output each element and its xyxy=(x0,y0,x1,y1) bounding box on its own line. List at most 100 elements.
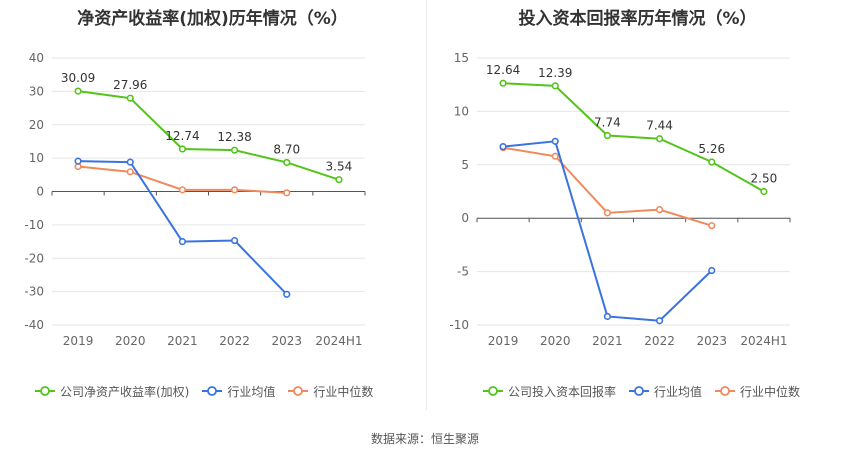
y-tick-label: -10 xyxy=(24,218,44,232)
x-tick-label: 2022 xyxy=(219,334,250,348)
legend-line-circle-icon xyxy=(35,386,55,396)
data-label: 7.44 xyxy=(646,119,673,133)
y-tick-label: 40 xyxy=(29,51,44,65)
y-tick-label: -40 xyxy=(24,318,44,332)
legend-label: 公司净资产收益率(加权) xyxy=(60,384,190,399)
data-point-avg[interactable] xyxy=(230,236,239,245)
legend-label: 公司投入资本回报率 xyxy=(508,384,617,399)
data-point-avg[interactable] xyxy=(708,266,716,275)
data-point-avg[interactable] xyxy=(283,290,291,298)
series-line-company xyxy=(77,90,340,181)
legend-label: 行业均值 xyxy=(227,384,276,399)
roe-line-chart: 40 30 20 10 0 -10 -20 -30 -40 2019 2020 2021 2022 202… xyxy=(24,51,366,348)
legend-line-circle-icon xyxy=(483,386,503,396)
data-point-avg[interactable] xyxy=(126,158,134,166)
data-label: 30.09 xyxy=(61,71,95,85)
legend-label: 行业中位数 xyxy=(740,384,801,399)
y-tick-label: 5 xyxy=(461,158,469,172)
data-point-avg[interactable] xyxy=(655,317,664,325)
legend-line-circle-icon xyxy=(288,386,309,396)
legend-line-circle-icon xyxy=(629,386,650,396)
x-tick-label: 2024H1 xyxy=(315,334,362,348)
x-tick-label: 2021 xyxy=(592,334,623,348)
data-label: 12.39 xyxy=(538,66,572,80)
legend-line-circle-icon xyxy=(202,386,223,396)
data-point-company[interactable] xyxy=(499,79,507,87)
y-tick-label: -20 xyxy=(24,251,44,265)
x-tick-label: 2022 xyxy=(644,334,675,348)
x-tick-label: 2024H1 xyxy=(740,334,787,348)
roic-line-chart: 15 10 5 0 -5 -10 2019 2020 2021 2022 2023 2024H1 12.… xyxy=(449,51,791,348)
legend-item-median[interactable]: 行业中位数 xyxy=(714,383,800,400)
y-tick-label: -30 xyxy=(24,285,44,299)
x-tick-label: 2020 xyxy=(115,334,146,348)
x-tick-label: 2023 xyxy=(271,334,302,348)
y-tick-label: 10 xyxy=(29,151,44,165)
x-tick-label: 2021 xyxy=(167,334,198,348)
data-point-company[interactable] xyxy=(708,158,716,166)
legend-item-avg[interactable]: 行业均值 xyxy=(628,383,702,400)
y-tick-label: 0 xyxy=(461,211,469,225)
legend-item-company[interactable]: 公司净资产收益率(加权) xyxy=(34,383,189,400)
data-label: 2.50 xyxy=(751,172,778,186)
data-point-company[interactable] xyxy=(74,87,82,95)
data-point-median[interactable] xyxy=(708,222,716,230)
data-point-median[interactable] xyxy=(603,209,612,217)
data-point-avg[interactable] xyxy=(551,137,559,145)
data-point-avg[interactable] xyxy=(499,143,507,151)
x-tick-label: 2023 xyxy=(696,334,727,348)
y-tick-label: -10 xyxy=(449,318,469,332)
data-point-company[interactable] xyxy=(760,187,768,196)
series-line-company xyxy=(503,82,765,193)
legend-item-avg[interactable]: 行业均值 xyxy=(201,383,275,400)
data-label: 12.64 xyxy=(486,63,520,77)
x-tick-label: 2019 xyxy=(488,334,519,348)
data-label: 3.54 xyxy=(326,160,353,174)
y-tick-label: 20 xyxy=(29,118,44,132)
chart-title-roe: 净资产收益率(加权)历年情况（%） xyxy=(77,9,348,29)
legend-label: 行业中位数 xyxy=(313,384,374,399)
data-point-company[interactable] xyxy=(603,131,612,140)
data-point-company[interactable] xyxy=(551,82,559,90)
y-tick-label: 10 xyxy=(454,104,469,118)
x-tick-label: 2020 xyxy=(540,334,571,348)
panel-divider xyxy=(426,0,427,410)
data-label: 5.26 xyxy=(698,142,725,156)
y-tick-label: 15 xyxy=(454,51,469,65)
data-point-company[interactable] xyxy=(335,176,343,184)
data-label: 7.74 xyxy=(594,116,621,130)
data-point-median[interactable] xyxy=(551,152,559,160)
y-tick-label: 0 xyxy=(36,185,44,199)
legend-item-company[interactable]: 公司投入资本回报率 xyxy=(482,383,616,400)
data-source-note: 数据来源：恒生聚源 xyxy=(370,432,479,446)
data-point-company[interactable] xyxy=(655,135,664,143)
series-line-avg xyxy=(502,140,713,322)
legend-roic: 公司投入资本回报率 行业均值 行业中位数 xyxy=(482,381,812,401)
y-tick-label: -5 xyxy=(457,265,469,279)
legend-label: 行业均值 xyxy=(654,384,703,399)
data-point-avg[interactable] xyxy=(178,237,187,246)
legend-roe: 公司净资产收益率(加权) 行业均值 行业中位数 xyxy=(34,381,385,401)
data-point-company[interactable] xyxy=(178,145,187,153)
data-point-avg[interactable] xyxy=(603,312,612,321)
legend-line-circle-icon xyxy=(715,386,736,396)
data-point-avg[interactable] xyxy=(74,157,82,165)
data-point-company[interactable] xyxy=(230,146,239,154)
data-point-median[interactable] xyxy=(655,206,664,214)
series-line-avg xyxy=(78,160,288,295)
data-label: 27.96 xyxy=(113,78,147,92)
data-point-median[interactable] xyxy=(126,168,134,176)
x-tick-label: 2019 xyxy=(63,334,94,348)
y-tick-label: 30 xyxy=(29,84,44,98)
data-label: 8.70 xyxy=(273,142,300,156)
data-point-median[interactable] xyxy=(283,189,291,197)
legend-item-median[interactable]: 行业中位数 xyxy=(287,383,373,400)
data-point-median[interactable] xyxy=(178,186,187,194)
data-point-median[interactable] xyxy=(230,186,239,194)
chart-title-roic: 投入资本回报率历年情况（%） xyxy=(518,9,757,29)
data-label: 12.38 xyxy=(217,130,251,144)
data-point-company[interactable] xyxy=(283,158,291,167)
data-point-company[interactable] xyxy=(126,94,134,102)
data-label: 12.74 xyxy=(165,129,199,143)
